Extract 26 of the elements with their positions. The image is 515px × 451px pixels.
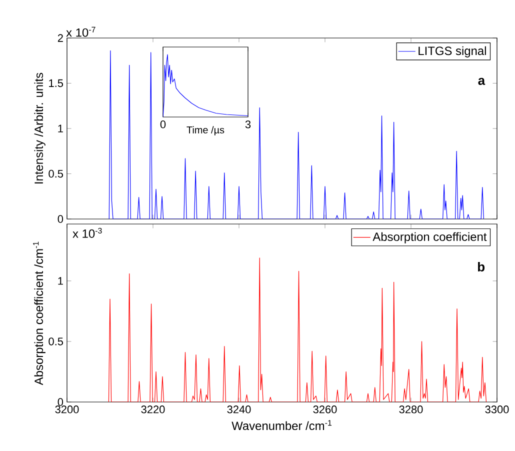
y-tick-label: 0.5 (48, 338, 64, 346)
x-tick-label: 3260 (313, 406, 337, 414)
text: x 10$^{-7}$ (66, 26, 96, 37)
y-tick-label: 0 (58, 215, 64, 223)
line-series (108, 258, 487, 402)
y-tick-label: 0.5 (48, 170, 64, 178)
y-tick-label: 2 (58, 34, 63, 42)
annotation: x 10$^{-3}$ (72, 228, 102, 238)
annotation: b (478, 262, 485, 272)
x-tick-label: 3200 (55, 406, 79, 414)
y-tick-label: 0 (58, 398, 64, 406)
x-axis-title: Time /µs (186, 126, 224, 136)
x-tick-label: 3300 (485, 406, 509, 414)
y-axis-title: Absorption coefficient /cm$^{-1}$ (33, 242, 46, 386)
legend-label: Absorption coefficient (372, 232, 487, 244)
legend-label: LITGS signal (418, 46, 486, 58)
x-axis-title: Wavenumber /cm$^{-1}$ (232, 420, 332, 430)
x-tick-label: 3220 (141, 406, 165, 414)
y-axis-title: Intensity /Arbitr. units (34, 72, 46, 184)
y-tick-label: 1 (58, 124, 63, 132)
annotation: a (478, 78, 486, 85)
x-tick-label: 3 (245, 120, 251, 128)
x-tick-label: 3240 (227, 406, 251, 414)
y-tick-label: 1 (58, 277, 63, 285)
y-tick-label: 1.5 (49, 79, 64, 88)
x-tick-label: 3280 (399, 406, 423, 414)
